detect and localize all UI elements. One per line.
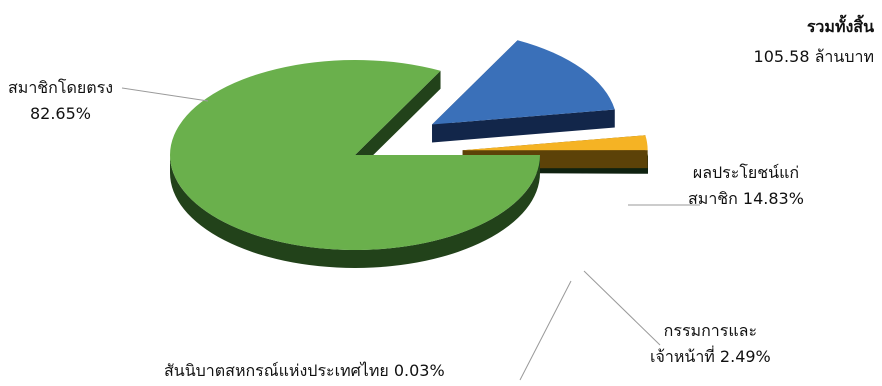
slice-benefit-top — [432, 40, 615, 125]
total-title: รวมทั้งสิ้น — [806, 17, 874, 36]
slice-direct — [170, 60, 541, 268]
label-staff-name: กรรมการและ — [663, 321, 758, 340]
slice-staff-top — [462, 135, 648, 151]
total-amount: 105.58 ล้านบาท — [753, 47, 874, 66]
slice-direct-top — [170, 60, 541, 251]
slice-direct-wall-end — [355, 70, 441, 173]
slice-direct-rim — [170, 155, 540, 268]
leader-lines — [121, 87, 700, 381]
label-league-text: สันนิบาตสหกรณ์แห่งประเทศไทย 0.03% — [164, 361, 445, 380]
label-direct-name: สมาชิกโดยตรง — [8, 78, 113, 97]
label-member-benefits: ผลประโยชน์แก่ สมาชิก 14.83% — [688, 160, 804, 212]
total-summary: รวมทั้งสิ้น 105.58 ล้านบาท — [754, 12, 874, 72]
label-benefit-name: ผลประโยชน์แก่ — [692, 163, 800, 182]
label-direct-members: สมาชิกโดยตรง 82.65% — [8, 75, 113, 127]
slice-benefit — [432, 40, 615, 143]
pie-slices — [170, 40, 648, 268]
leader-line-direct — [121, 87, 209, 102]
label-direct-value: 82.65% — [29, 104, 91, 123]
label-benefit-value: สมาชิก 14.83% — [688, 189, 804, 208]
label-staff-value: เจ้าหน้าที่ 2.49% — [650, 347, 771, 366]
label-committee-staff: กรรมการและ เจ้าหน้าที่ 2.49% — [650, 318, 771, 370]
leader-line-league — [519, 280, 572, 381]
label-cooperative-league: สันนิบาตสหกรณ์แห่งประเทศไทย 0.03% — [164, 358, 445, 384]
slice-benefit-wall-end — [432, 109, 615, 143]
leader-line-staff — [583, 270, 661, 346]
